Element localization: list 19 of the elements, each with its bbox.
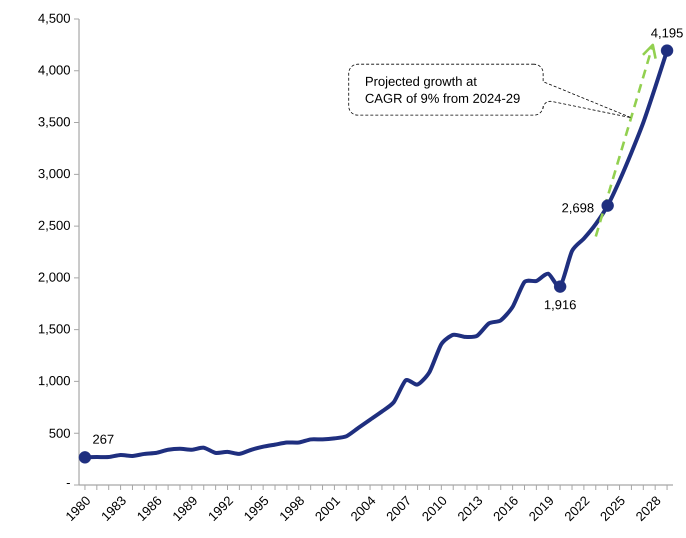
point (601, 199, 614, 212)
y-tick-label: 2,500 (38, 220, 70, 232)
y-tick-label: 3,500 (38, 117, 70, 128)
data-label: 2,698 (562, 203, 594, 214)
y-tick-label: 2,000 (38, 272, 70, 284)
point (660, 44, 674, 57)
y-tick-label: 1,000 (38, 376, 70, 387)
y-tick-label: 1,500 (38, 324, 70, 336)
y-tick-label: 500 (49, 428, 70, 438)
point (78, 451, 92, 464)
point (554, 280, 566, 293)
y-tick-label: 3,000 (38, 168, 70, 180)
data-label: 1,916 (544, 300, 576, 311)
y-tick-label: 4,000 (38, 65, 70, 76)
y-tick-label: 4,500 (38, 14, 70, 24)
data-label: 267 (93, 434, 114, 444)
annotation: Projected growth at CAGR of 9% from 2024-29 (366, 76, 520, 103)
data-label: 4,195 (651, 28, 683, 40)
y-tick-label: - (66, 483, 70, 484)
